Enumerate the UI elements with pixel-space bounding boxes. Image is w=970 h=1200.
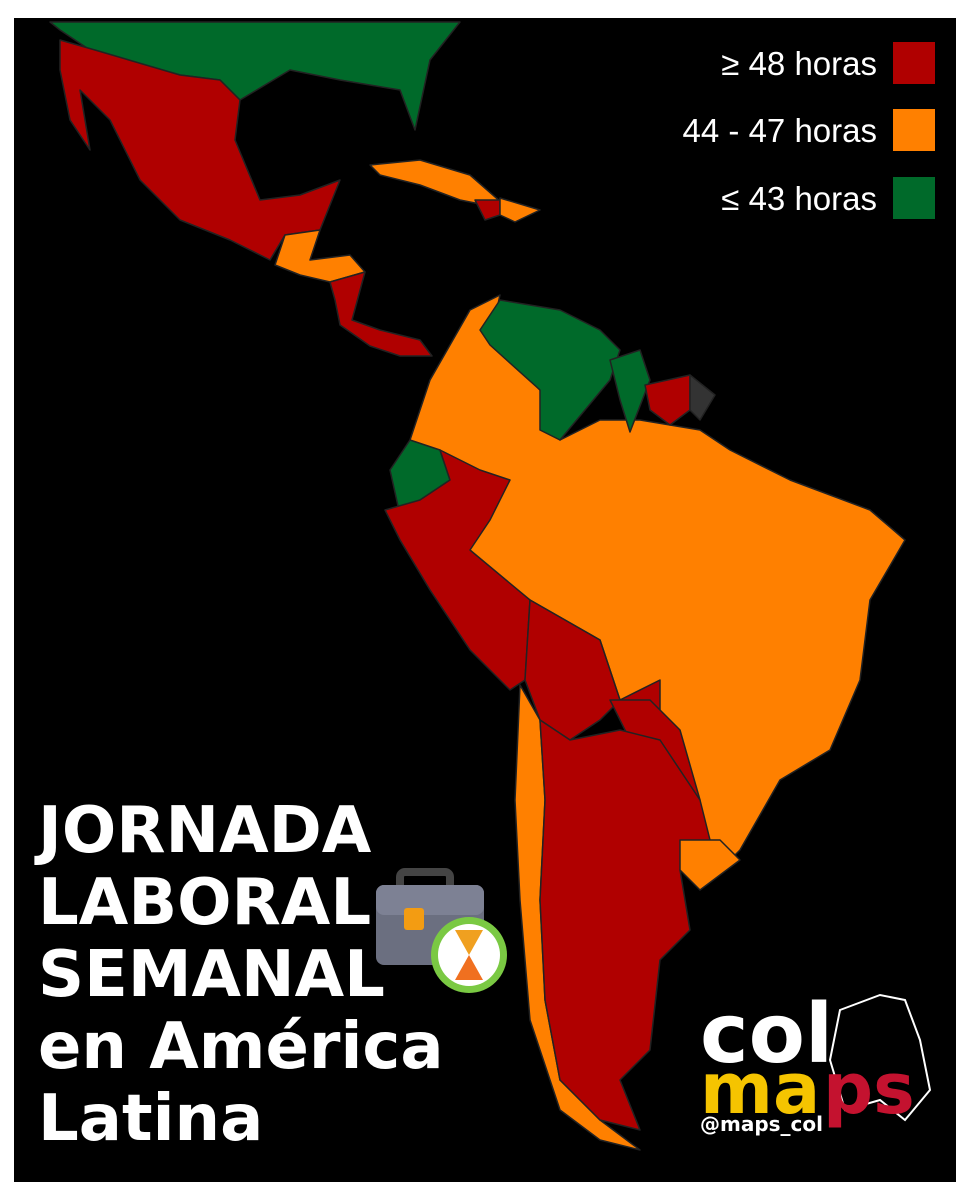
logo-text: col bbox=[700, 987, 833, 1082]
argentina bbox=[539, 719, 711, 1131]
guyana bbox=[609, 349, 651, 433]
title-line: JORNADA bbox=[34, 794, 372, 868]
legend-label: 44 - 47 horas bbox=[683, 112, 877, 149]
title-line: en América bbox=[38, 1010, 444, 1084]
dominican-republic bbox=[499, 197, 541, 223]
briefcase-icon bbox=[376, 868, 507, 993]
legend-label: ≤ 43 horas bbox=[721, 180, 877, 217]
central-america-south bbox=[329, 271, 433, 357]
logo-handle: @maps_col bbox=[700, 1112, 823, 1136]
logo: col ma ps @maps_col bbox=[700, 987, 932, 1136]
venezuela bbox=[479, 299, 621, 441]
logo-text: ma bbox=[700, 1048, 820, 1130]
map bbox=[49, 21, 906, 1151]
legend-swatch bbox=[893, 177, 935, 219]
title-line: Latina bbox=[38, 1082, 263, 1156]
peru bbox=[384, 449, 531, 691]
title: JORNADA LABORAL SEMANAL en América Latin… bbox=[34, 794, 444, 1156]
legend-swatch bbox=[893, 109, 935, 151]
legend-label: ≥ 48 horas bbox=[721, 45, 877, 82]
logo-text: ps bbox=[823, 1048, 915, 1130]
uruguay bbox=[679, 839, 741, 891]
title-line: SEMANAL bbox=[38, 938, 385, 1012]
suriname bbox=[644, 374, 691, 426]
title-line: LABORAL bbox=[38, 866, 371, 940]
legend: ≥ 48 horas 44 - 47 horas ≤ 43 horas bbox=[683, 42, 935, 219]
legend-swatch bbox=[893, 42, 935, 84]
french-guiana bbox=[689, 374, 716, 421]
